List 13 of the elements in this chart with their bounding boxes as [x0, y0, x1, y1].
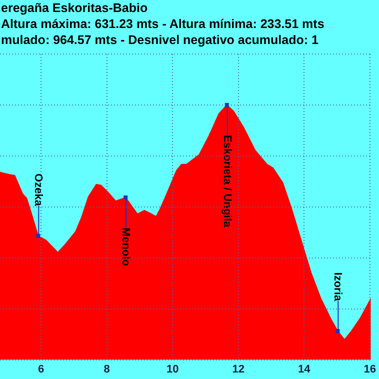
- x-tick-label: 6: [38, 363, 44, 376]
- chart-title: eregaña Eskoritas-Babio: [0, 0, 149, 16]
- annotation: Menolo: [120, 227, 132, 266]
- annotation: Ozeka: [32, 174, 44, 207]
- x-tick-label: 12: [232, 363, 244, 376]
- annotation: Eskorieta / Ungila: [220, 134, 233, 228]
- x-tick-label: 14: [298, 363, 312, 376]
- text: mulado: 964.57 mts - Desnivel negativo acumulado: 1: [0, 32, 320, 48]
- x-tick-label: 10: [166, 363, 179, 376]
- x-tick-label: 8: [104, 363, 110, 376]
- chart-subtitle: Altura máxima: 631.23 mts - Altura mínima: 233.51 mts: [0, 16, 326, 32]
- x-tick-label: 16: [364, 363, 376, 376]
- annotation: Izoria: [332, 272, 344, 302]
